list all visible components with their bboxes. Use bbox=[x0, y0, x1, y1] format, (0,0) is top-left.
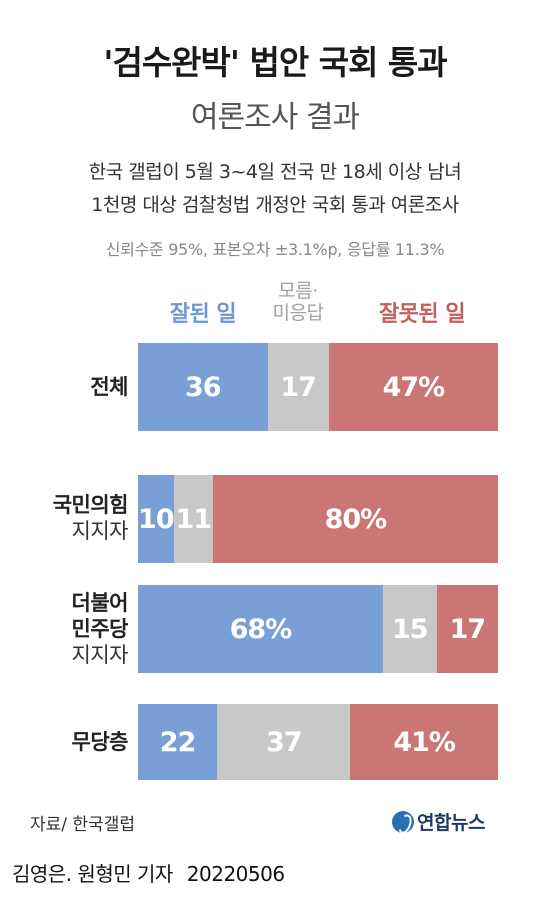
bar-value-label: 17 bbox=[449, 613, 487, 645]
survey-note: 신뢰수준 95%, 표본오차 ±3.1%p, 응답률 11.3% bbox=[105, 240, 445, 259]
bar-value-label: 36 bbox=[185, 371, 222, 403]
bar-value-label: 22 bbox=[159, 726, 197, 758]
bar-segment-positive: 10 bbox=[138, 475, 175, 563]
row-label-total-text: 전체 bbox=[90, 375, 128, 399]
reporter-names: 김영은. 원형민 기자 bbox=[12, 862, 173, 886]
bar-segment-negative: 17 bbox=[436, 585, 498, 673]
bar-segment-neutral: 37 bbox=[217, 704, 351, 780]
yonhap-logo: 연합뉴스 bbox=[392, 808, 485, 835]
survey-description-line1: 한국 갤럽이 5월 3~4일 전국 만 18세 이상 남녀 bbox=[88, 161, 462, 183]
bar-value-label: 68% bbox=[229, 613, 293, 645]
row-label-ppp-text: 국민의힘 bbox=[52, 493, 129, 517]
row-label-independent: 무당층 bbox=[0, 729, 129, 755]
legend-negative: 잘못된 일 bbox=[378, 302, 466, 327]
bar-segment-neutral: 17 bbox=[267, 343, 329, 431]
legend-positive: 잘된 일 bbox=[169, 302, 237, 327]
row-label-dp: 더불어 민주당 지지자 bbox=[0, 590, 129, 668]
yonhap-logo-icon bbox=[392, 810, 414, 833]
bar-value-label: 10 bbox=[138, 503, 175, 535]
row-label-dp-sub: 지지자 bbox=[71, 643, 129, 667]
bar-segment-neutral: 11 bbox=[173, 475, 213, 563]
bar-segment-neutral: 15 bbox=[382, 585, 437, 673]
bar-segment-positive: 68% bbox=[138, 585, 383, 673]
row-label-ppp-sub: 지지자 bbox=[71, 519, 129, 543]
byline: 김영은. 원형민 기자 20220506 bbox=[12, 858, 285, 887]
bar-segment-negative: 41% bbox=[350, 704, 498, 780]
bar-value-label: 37 bbox=[265, 726, 303, 758]
legend-neutral: 모름· 미응답 bbox=[262, 280, 334, 324]
legend-neutral-line2: 미응답 bbox=[272, 302, 324, 324]
source-note: 자료/ 한국갤럽 bbox=[30, 815, 135, 835]
bar-value-label: 11 bbox=[175, 503, 212, 535]
bar-value-label: 15 bbox=[392, 613, 429, 645]
bar-segment-positive: 36 bbox=[138, 343, 268, 431]
bar-segment-negative: 47% bbox=[328, 343, 498, 431]
bar-value-label: 47% bbox=[382, 371, 446, 403]
bar-value-label: 80% bbox=[324, 503, 388, 535]
chart-title: '검수완박' 법안 국회 통과 bbox=[103, 43, 447, 82]
legend-neutral-line1: 모름· bbox=[278, 280, 318, 302]
row-label-ppp: 국민의힘 지지자 bbox=[0, 492, 129, 544]
publish-date: 20220506 bbox=[186, 862, 285, 886]
row-label-independent-text: 무당층 bbox=[71, 730, 129, 754]
chart-subtitle: 여론조사 결과 bbox=[190, 100, 360, 135]
survey-description-line2: 1천명 대상 검찰청법 개정안 국회 통과 여론조사 bbox=[91, 194, 459, 216]
bar-segment-positive: 22 bbox=[138, 704, 218, 780]
bar-value-label: 41% bbox=[393, 726, 456, 758]
yonhap-logo-text: 연합뉴스 bbox=[417, 812, 485, 834]
row-label-total: 전체 bbox=[0, 374, 128, 400]
row-label-dp-line1: 더불어 bbox=[71, 591, 129, 615]
bar-segment-negative: 80% bbox=[212, 475, 498, 563]
bar-value-label: 17 bbox=[280, 371, 317, 403]
row-label-dp-line2: 민주당 bbox=[71, 617, 129, 641]
